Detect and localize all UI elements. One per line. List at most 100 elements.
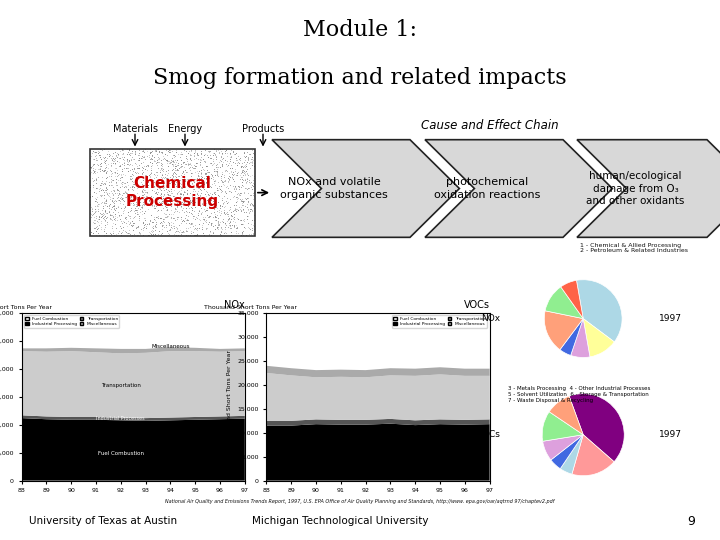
Point <box>154 224 166 232</box>
Point <box>94 167 106 176</box>
Point <box>210 161 222 170</box>
Point <box>186 195 198 204</box>
Point <box>120 198 131 206</box>
Point <box>110 175 122 184</box>
Point <box>158 223 170 232</box>
Point <box>92 160 104 168</box>
Point <box>168 168 180 177</box>
Point <box>153 174 164 183</box>
Point <box>158 198 170 207</box>
Point <box>189 203 201 212</box>
Point <box>120 220 132 228</box>
Point <box>202 211 213 220</box>
Point <box>189 218 200 226</box>
Point <box>235 147 247 156</box>
Point <box>203 201 215 210</box>
Point <box>235 176 246 184</box>
Point <box>186 184 198 193</box>
Point <box>163 212 174 221</box>
Point <box>145 173 156 181</box>
Point <box>150 221 161 230</box>
Point <box>197 225 209 234</box>
Point <box>131 198 143 207</box>
Point <box>232 200 243 208</box>
Point <box>90 205 102 214</box>
Point <box>127 214 138 222</box>
Point <box>153 230 164 239</box>
Point <box>87 206 99 214</box>
Point <box>166 189 178 198</box>
Point <box>238 201 249 210</box>
Point <box>191 211 202 219</box>
Point <box>86 165 97 173</box>
Point <box>204 228 216 237</box>
Point <box>193 165 204 174</box>
Point <box>234 220 246 228</box>
Point <box>139 190 150 199</box>
Point <box>111 176 122 184</box>
Point <box>145 195 156 204</box>
Point <box>235 193 247 201</box>
Point <box>174 208 185 217</box>
Point <box>217 197 229 205</box>
Point <box>185 164 197 173</box>
Point <box>183 208 194 217</box>
Point <box>198 212 210 220</box>
Point <box>247 181 258 190</box>
Point <box>240 221 252 230</box>
Point <box>102 173 114 181</box>
Point <box>184 211 196 220</box>
Point <box>86 174 98 183</box>
Point <box>168 162 179 171</box>
Point <box>168 186 180 195</box>
Point <box>206 193 217 202</box>
Point <box>105 167 117 176</box>
Point <box>190 181 202 190</box>
Point <box>195 218 207 227</box>
Point <box>160 150 171 158</box>
Point <box>212 176 223 185</box>
Point <box>153 178 164 187</box>
Point <box>93 193 104 202</box>
Point <box>100 159 112 168</box>
Wedge shape <box>571 319 590 357</box>
Point <box>115 212 127 220</box>
Point <box>138 219 150 227</box>
Point <box>93 219 104 227</box>
Point <box>190 208 202 217</box>
Point <box>166 157 178 165</box>
Point <box>99 145 110 154</box>
Point <box>158 183 170 192</box>
Point <box>92 155 104 164</box>
Point <box>193 184 204 192</box>
Point <box>90 197 102 206</box>
Point <box>180 166 192 174</box>
Point <box>197 213 209 222</box>
Point <box>99 199 110 207</box>
Point <box>156 165 167 174</box>
Point <box>141 215 153 224</box>
Point <box>102 209 113 218</box>
Point <box>199 158 211 167</box>
Wedge shape <box>560 319 583 355</box>
Point <box>99 199 111 207</box>
Point <box>99 181 111 190</box>
Point <box>161 223 173 232</box>
Point <box>210 204 221 212</box>
Point <box>161 226 172 234</box>
Point <box>161 200 173 208</box>
Point <box>241 185 253 193</box>
Point <box>123 193 135 201</box>
Point <box>163 162 174 171</box>
Point <box>125 177 137 185</box>
Point <box>107 209 118 218</box>
Point <box>230 217 241 225</box>
Point <box>125 202 136 211</box>
Point <box>138 232 150 240</box>
Point <box>218 158 230 167</box>
Point <box>96 192 107 200</box>
Point <box>199 166 211 174</box>
Point <box>125 151 136 160</box>
Point <box>91 197 102 206</box>
Point <box>132 195 143 204</box>
